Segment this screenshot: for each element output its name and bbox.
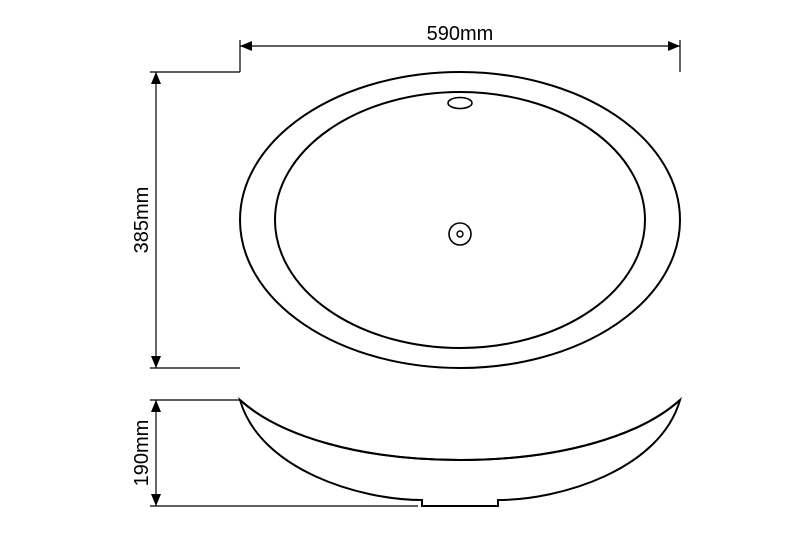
bowl-inner-lip [240, 400, 680, 460]
drain-hole [449, 223, 471, 245]
height-label: 385mm [131, 187, 153, 254]
top-view [240, 72, 680, 368]
dimension-height: 385mm [131, 72, 240, 368]
arrow-up-icon [151, 72, 161, 84]
bowl-profile [240, 400, 680, 506]
basin-inner-bowl [275, 92, 645, 348]
overflow-hole [448, 98, 472, 109]
basin-outer-rim [240, 72, 680, 368]
arrow-down-icon [151, 494, 161, 506]
dimension-width: 590mm [240, 23, 680, 72]
drain-hole-inner [457, 231, 463, 237]
depth-label: 190mm [131, 420, 153, 487]
arrow-left-icon [240, 41, 252, 51]
technical-drawing: 590mm 385mm 190mm [0, 0, 800, 533]
arrow-up-icon [151, 400, 161, 412]
width-label: 590mm [427, 23, 494, 45]
arrow-right-icon [668, 41, 680, 51]
side-view [240, 400, 680, 506]
arrow-down-icon [151, 356, 161, 368]
